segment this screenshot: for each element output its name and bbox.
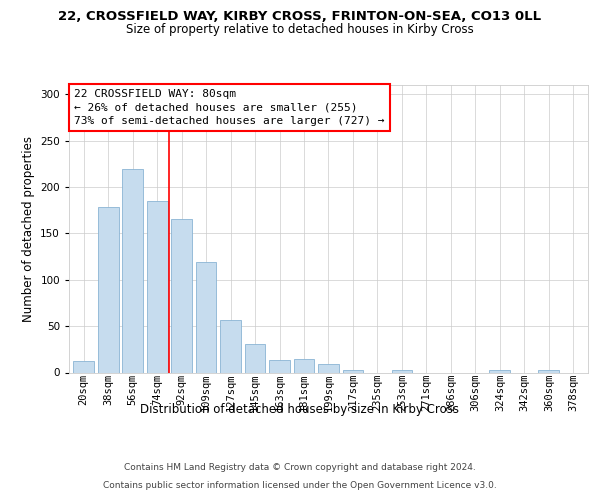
Bar: [98, 208, 119, 372]
Bar: [220, 320, 241, 372]
Bar: [269, 360, 290, 372]
Bar: [171, 220, 192, 372]
Text: 22 CROSSFIELD WAY: 80sqm
← 26% of detached houses are smaller (255)
73% of semi-: 22 CROSSFIELD WAY: 80sqm ← 26% of detach…: [74, 90, 385, 126]
Bar: [538, 370, 559, 372]
Bar: [392, 370, 412, 372]
Text: Size of property relative to detached houses in Kirby Cross: Size of property relative to detached ho…: [126, 22, 474, 36]
Text: Contains public sector information licensed under the Open Government Licence v3: Contains public sector information licen…: [103, 481, 497, 490]
Text: Contains HM Land Registry data © Crown copyright and database right 2024.: Contains HM Land Registry data © Crown c…: [124, 464, 476, 472]
Y-axis label: Number of detached properties: Number of detached properties: [22, 136, 35, 322]
Bar: [73, 362, 94, 372]
Text: Distribution of detached houses by size in Kirby Cross: Distribution of detached houses by size …: [140, 402, 460, 415]
Bar: [196, 262, 217, 372]
Bar: [293, 358, 314, 372]
Bar: [122, 170, 143, 372]
Bar: [490, 370, 510, 372]
Bar: [318, 364, 339, 372]
Bar: [147, 201, 167, 372]
Bar: [343, 370, 364, 372]
Text: 22, CROSSFIELD WAY, KIRBY CROSS, FRINTON-ON-SEA, CO13 0LL: 22, CROSSFIELD WAY, KIRBY CROSS, FRINTON…: [58, 10, 542, 23]
Bar: [245, 344, 265, 372]
